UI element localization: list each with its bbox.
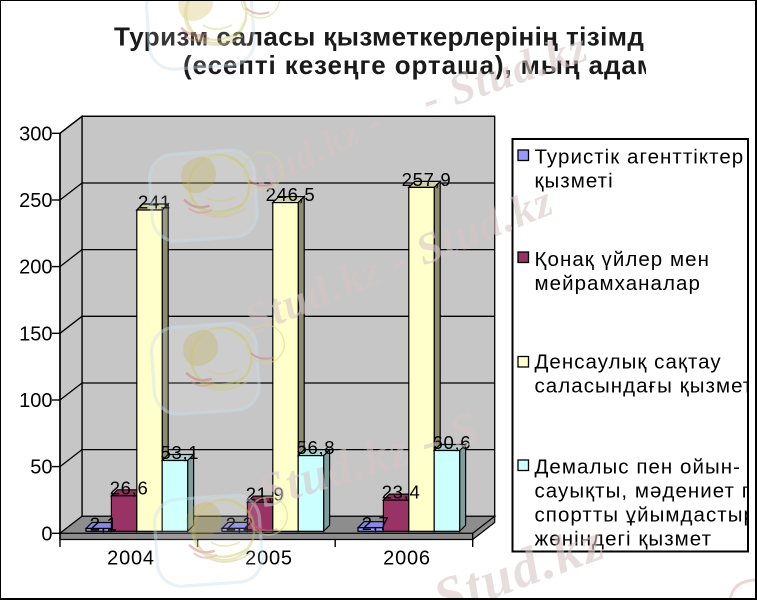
svg-text:241: 241	[138, 192, 171, 213]
svg-text:2005: 2005	[245, 548, 293, 570]
svg-text:150: 150	[19, 323, 52, 345]
svg-text:300: 300	[19, 123, 52, 145]
svg-text:200: 200	[19, 257, 52, 279]
svg-text:56,8: 56,8	[296, 437, 335, 458]
svg-text:50: 50	[30, 457, 52, 479]
svg-text:спортты ұйымдастыру: спортты ұйымдастыру	[535, 504, 757, 527]
svg-text:257,9: 257,9	[402, 169, 452, 190]
svg-text:Денсаулық сақтау: Денсаулық сақтау	[535, 351, 722, 374]
svg-text:мейрамханалар: мейрамханалар	[535, 272, 701, 295]
svg-text:2004: 2004	[107, 548, 155, 570]
svg-text:250: 250	[19, 190, 52, 212]
svg-text:26,6: 26,6	[110, 477, 149, 498]
svg-text:2,1: 2,1	[90, 514, 118, 535]
svg-text:21,9: 21,9	[246, 484, 285, 505]
svg-text:100: 100	[19, 390, 52, 412]
svg-text:2,2: 2,2	[226, 514, 254, 535]
svg-text:Демалыс пен ойын-: Демалыс пен ойын-	[535, 456, 742, 479]
svg-text:жөніндегі қызмет: жөніндегі қызмет	[535, 528, 713, 551]
svg-text:2,7: 2,7	[362, 513, 390, 534]
svg-text:246,5: 246,5	[266, 184, 316, 205]
svg-text:0: 0	[41, 523, 52, 545]
svg-text:сауықты, мәдениет пен: сауықты, мәдениет пен	[535, 480, 757, 503]
svg-text:Туризм саласы қызметкерлерінің: Туризм саласы қызметкерлерінің тізімдік	[114, 22, 666, 52]
svg-text:60,6: 60,6	[432, 432, 471, 453]
svg-text:53,1: 53,1	[160, 442, 199, 463]
svg-text:қызметі: қызметі	[535, 170, 614, 193]
svg-text:(есепті кезеңге орташа), мың а: (есепті кезеңге орташа), мың адам	[183, 50, 657, 80]
svg-text:2006: 2006	[383, 548, 431, 570]
svg-text:Туристік агенттіктер: Туристік агенттіктер	[535, 146, 745, 169]
svg-text:Қонақ үйлер мен: Қонақ үйлер мен	[535, 248, 710, 271]
svg-text:23,4: 23,4	[382, 482, 421, 503]
svg-text:саласындағы қызмет: саласындағы қызмет	[535, 375, 754, 398]
